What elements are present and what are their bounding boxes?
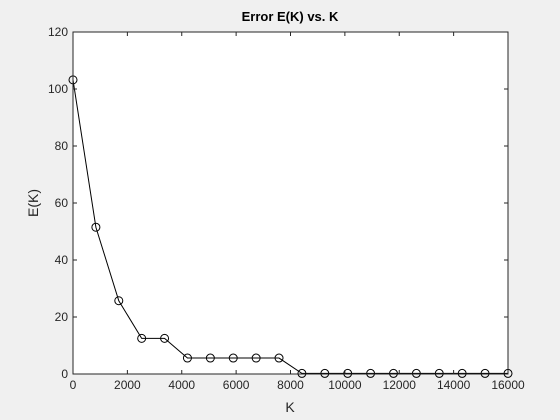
plot-area — [73, 32, 508, 374]
data-point-16 — [434, 368, 444, 378]
x-tick-label-5: 10000 — [328, 378, 362, 392]
data-point-9 — [274, 353, 284, 363]
data-point-17 — [457, 368, 467, 378]
data-point-7 — [228, 353, 238, 363]
data-point-13 — [366, 368, 376, 378]
y-tick-label-0: 0 — [61, 367, 68, 381]
ticks-layer: 0 2000 4000 6000 8000 10000 12000 14000 16000 0 20… — [48, 25, 525, 392]
data-point-2 — [114, 296, 124, 306]
data-point-15 — [411, 368, 421, 378]
data-point-18 — [480, 368, 490, 378]
x-axis-label: K — [285, 399, 295, 415]
x-tick-label-0: 0 — [70, 378, 77, 392]
data-point-3 — [137, 333, 147, 343]
data-point-14 — [388, 368, 398, 378]
x-tick-label-4: 8000 — [277, 378, 304, 392]
y-axis-label: E(K) — [25, 189, 41, 217]
chart-title: Error E(K) vs. K — [242, 9, 339, 24]
y-tick-label-4: 80 — [55, 139, 69, 153]
data-point-11 — [320, 368, 330, 378]
y-tick-label-3: 60 — [55, 196, 69, 210]
x-tick-label-7: 14000 — [437, 378, 471, 392]
data-point-8 — [251, 353, 261, 363]
data-point-4 — [160, 333, 170, 343]
x-tick-label-8: 16000 — [491, 378, 525, 392]
x-tick-label-1: 2000 — [114, 378, 141, 392]
x-tick-label-2: 4000 — [168, 378, 195, 392]
data-point-1 — [91, 222, 101, 232]
y-tick-label-1: 20 — [55, 310, 69, 324]
x-tick-label-6: 12000 — [383, 378, 417, 392]
y-tick-label-6: 120 — [48, 25, 68, 39]
y-tick-label-2: 40 — [55, 253, 69, 267]
y-tick-label-5: 100 — [48, 82, 68, 96]
x-tick-label-3: 6000 — [223, 378, 250, 392]
data-point-12 — [343, 368, 353, 378]
series-layer — [68, 75, 513, 378]
data-point-5 — [182, 353, 192, 363]
data-point-6 — [205, 353, 215, 363]
data-point-10 — [297, 368, 307, 378]
